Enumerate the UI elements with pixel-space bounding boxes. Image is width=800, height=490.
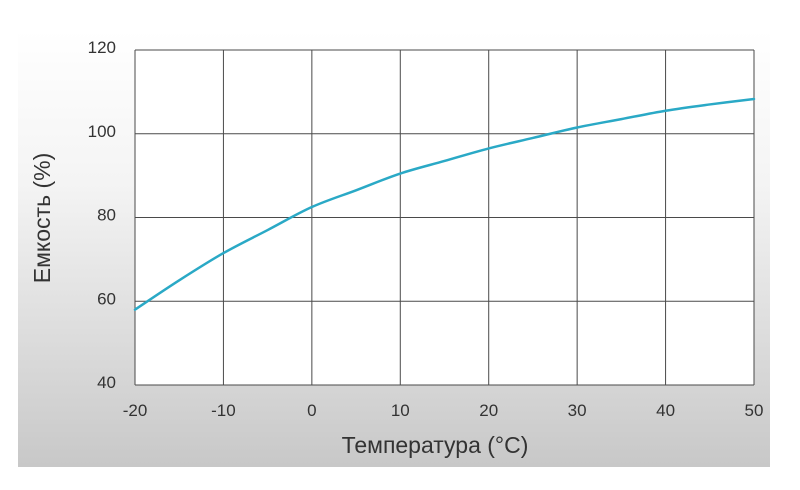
tick-labels: -20 -10 0 10 20 30 40 50 40 60 80 100 120 (88, 38, 764, 420)
x-axis-title: Температура (°C) (342, 432, 529, 458)
x-tick-label: 40 (656, 401, 675, 420)
x-tick-label: 10 (391, 401, 410, 420)
y-axis-title: Емкость (%) (29, 153, 55, 283)
x-tick-label: -10 (211, 401, 236, 420)
x-tick-label: 20 (479, 401, 498, 420)
series-line (133, 97, 756, 311)
y-tick-label: 40 (97, 373, 116, 392)
grid (134, 49, 755, 386)
series-layer (133, 97, 756, 311)
y-tick-label: 120 (88, 38, 116, 57)
x-tick-label: 50 (745, 401, 764, 420)
y-tick-label: 60 (97, 289, 116, 308)
x-tick-label: 30 (568, 401, 587, 420)
y-tick-label: 80 (97, 206, 116, 225)
x-tick-label: 0 (307, 401, 316, 420)
y-tick-label: 100 (88, 122, 116, 141)
x-tick-label: -20 (123, 401, 148, 420)
